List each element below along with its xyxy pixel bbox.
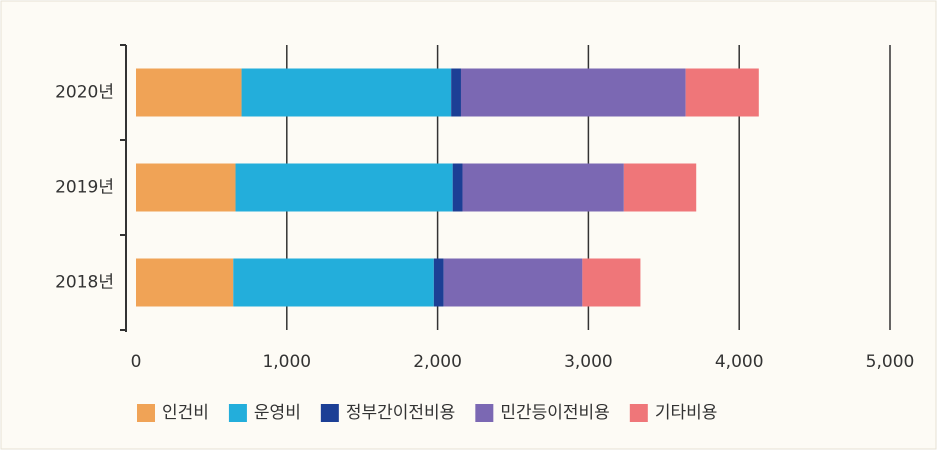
y-tick-label: 2018년	[55, 273, 114, 293]
legend-swatch	[320, 404, 339, 422]
legend-swatch	[137, 404, 155, 422]
bar-segment	[685, 68, 759, 117]
bar-segment	[433, 258, 444, 307]
x-tick-label: 1,000	[262, 352, 311, 372]
x-tick-label: 2,000	[413, 352, 462, 372]
bar-segment	[460, 68, 686, 117]
x-tick-label: 0	[131, 352, 142, 372]
legend-swatch	[228, 404, 247, 422]
legend-label: 인건비	[162, 403, 209, 423]
legend-label: 정부간이전비용	[346, 403, 455, 423]
bar-segment	[233, 258, 434, 307]
y-tick-label: 2020년	[55, 83, 114, 103]
x-tick-label: 4,000	[715, 352, 764, 372]
y-tick-label: 2019년	[55, 178, 114, 198]
bar-segment	[136, 163, 236, 212]
legend-label: 기타비용	[655, 403, 718, 423]
bar-segment	[623, 163, 697, 212]
bar-segment	[241, 68, 452, 117]
bar-segment	[235, 163, 453, 212]
legend-label: 민간등이전비용	[500, 403, 609, 423]
bar-segment	[136, 258, 234, 307]
legend-swatch	[629, 404, 648, 422]
bar-segment	[443, 258, 583, 307]
bar-segment	[451, 68, 461, 117]
bar-segment	[452, 163, 463, 212]
legend-label: 운영비	[254, 403, 301, 423]
bar-segment	[582, 258, 641, 307]
bar-segment	[462, 163, 624, 212]
x-tick-label: 3,000	[564, 352, 613, 372]
bar-segment	[136, 68, 242, 117]
legend-swatch	[475, 404, 494, 422]
x-tick-label: 5,000	[866, 352, 915, 372]
